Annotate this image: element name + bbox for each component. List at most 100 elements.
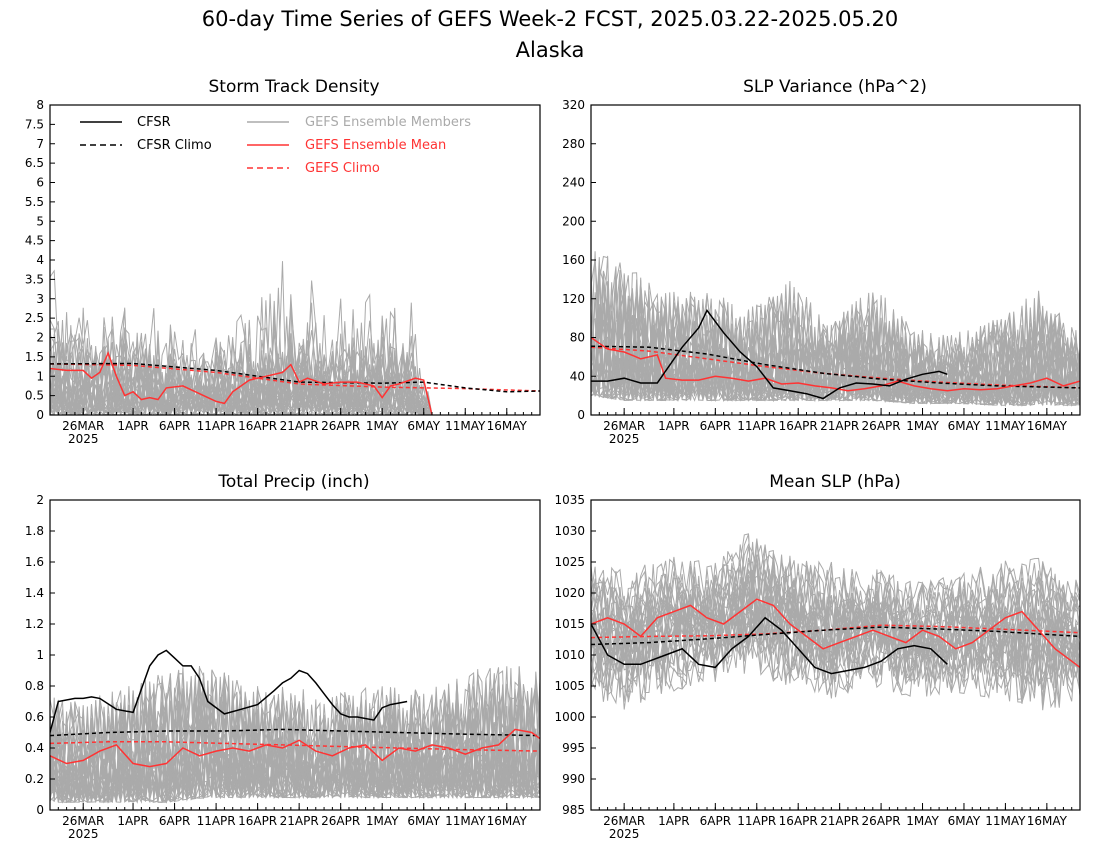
- x-tick-label: 1APR: [658, 814, 689, 828]
- y-tick-label: 2: [36, 493, 44, 507]
- x-tick-label: 6MAY: [407, 419, 440, 433]
- legend: CFSR CFSR Climo GEFS Ensemble Members GE…: [80, 115, 471, 176]
- member-trace: [591, 282, 1080, 407]
- y-tick-label: 2.5: [25, 311, 44, 325]
- x-tick-label: 16APR: [238, 419, 277, 433]
- x-year-label: 2025: [68, 432, 99, 446]
- member-trace: [50, 671, 540, 804]
- y-tick-label: 6: [36, 176, 44, 190]
- x-tick-label: 11APR: [737, 419, 776, 433]
- plot-area: [50, 261, 540, 415]
- y-tick-label: 4.5: [25, 234, 44, 248]
- member-trace: [50, 323, 540, 415]
- y-tick-label: 985: [562, 803, 585, 817]
- y-tick-label: 7.5: [25, 117, 44, 131]
- panel-title: Total Precip (inch): [217, 472, 369, 492]
- series-cfsr: [50, 649, 408, 733]
- x-tick-label: 26MAR: [603, 814, 645, 828]
- legend-label-cfsr-climo: CFSR Climo: [137, 138, 212, 153]
- x-tick-label: 11APR: [737, 814, 776, 828]
- x-tick-label: 11MAY: [985, 814, 1026, 828]
- x-year-label: 2025: [609, 432, 640, 446]
- x-tick-label: 26APR: [321, 419, 360, 433]
- x-tick-label: 26APR: [862, 419, 901, 433]
- x-tick-label: 6APR: [159, 419, 190, 433]
- y-tick-label: 80: [570, 331, 585, 345]
- y-tick-label: 0: [36, 803, 44, 817]
- x-tick-label: 26MAR: [62, 419, 104, 433]
- member-trace: [50, 316, 540, 415]
- x-tick-label: 16APR: [238, 814, 277, 828]
- series-cfsr-climo: [591, 345, 1080, 389]
- member-trace: [50, 677, 540, 803]
- y-tick-label: 0.2: [25, 772, 44, 786]
- y-tick-label: 0.4: [25, 741, 44, 755]
- y-tick-label: 0.8: [25, 679, 44, 693]
- x-tick-label: 1MAY: [906, 419, 939, 433]
- x-tick-label: 26MAR: [62, 814, 104, 828]
- x-tick-label: 11MAY: [445, 419, 486, 433]
- plot-area: [591, 533, 1080, 711]
- member-trace: [591, 605, 1080, 703]
- y-tick-label: 4: [36, 253, 44, 267]
- x-tick-label: 1APR: [117, 814, 148, 828]
- y-tick-label: 1: [36, 648, 44, 662]
- member-trace: [50, 341, 540, 415]
- y-tick-label: 0.6: [25, 710, 44, 724]
- y-tick-label: 200: [562, 214, 585, 228]
- member-trace: [591, 270, 1080, 406]
- y-tick-label: 990: [562, 772, 585, 786]
- y-tick-label: 1020: [554, 586, 585, 600]
- series-gefs-ensemble-mean: [591, 598, 1080, 669]
- x-tick-label: 1MAY: [906, 814, 939, 828]
- legend-label-members: GEFS Ensemble Members: [305, 115, 471, 130]
- x-tick-label: 11MAY: [985, 419, 1026, 433]
- y-tick-label: 160: [562, 253, 585, 267]
- x-tick-label: 21APR: [820, 814, 859, 828]
- member-trace: [50, 673, 540, 804]
- panel-mean-slp: Mean SLP (hPa) 985 990 995 1000 1005 1010 1015…: [554, 472, 1081, 841]
- y-tick-label: 1.5: [25, 350, 44, 364]
- x-tick-label: 1MAY: [366, 419, 399, 433]
- x-tick-label: 21APR: [820, 419, 859, 433]
- panel-title: Storm Track Density: [208, 77, 379, 97]
- series-gefs-climo: [50, 741, 540, 752]
- panel-title: Mean SLP (hPa): [769, 472, 901, 492]
- member-trace: [50, 679, 540, 803]
- x-tick-label: 16MAY: [487, 814, 528, 828]
- y-tick-label: 1015: [554, 617, 585, 631]
- series-cfsr-climo: [50, 728, 540, 737]
- y-tick-label: 1: [36, 369, 44, 383]
- panel-title: SLP Variance (hPa^2): [743, 77, 927, 97]
- x-tick-label: 16MAY: [487, 419, 528, 433]
- x-tick-label: 16MAY: [1027, 814, 1068, 828]
- panel-total-precip: Total Precip (inch) 0 0.2 0.4 0.6 0.8 1 1.2 1.4…: [25, 472, 541, 841]
- figure-subtitle: Alaska: [516, 38, 585, 62]
- x-tick-label: 21APR: [280, 419, 319, 433]
- series-gefs-ensemble-mean: [591, 336, 1080, 392]
- y-tick-label: 1010: [554, 648, 585, 662]
- member-trace: [50, 666, 540, 803]
- y-tick-label: 1035: [554, 493, 585, 507]
- series-gefs-ensemble-mean: [50, 728, 540, 768]
- series-cfsr: [591, 308, 948, 400]
- y-tick-label: 0.5: [25, 389, 44, 403]
- plot-area: [50, 649, 540, 804]
- member-trace: [591, 270, 1080, 407]
- x-tick-label: 6MAY: [948, 419, 981, 433]
- figure-title: 60-day Time Series of GEFS Week-2 FCST, …: [202, 7, 899, 31]
- y-tick-label: 320: [562, 98, 585, 112]
- x-tick-label: 6APR: [700, 814, 731, 828]
- member-trace: [591, 286, 1080, 406]
- x-tick-label: 1APR: [117, 419, 148, 433]
- x-tick-label: 16APR: [779, 814, 818, 828]
- member-trace: [591, 297, 1080, 406]
- y-tick-label: 995: [562, 741, 585, 755]
- x-tick-label: 6MAY: [948, 814, 981, 828]
- y-tick-label: 280: [562, 137, 585, 151]
- y-tick-label: 1.6: [25, 555, 44, 569]
- x-tick-label: 6APR: [159, 814, 190, 828]
- x-tick-label: 1MAY: [366, 814, 399, 828]
- x-tick-label: 11APR: [197, 814, 236, 828]
